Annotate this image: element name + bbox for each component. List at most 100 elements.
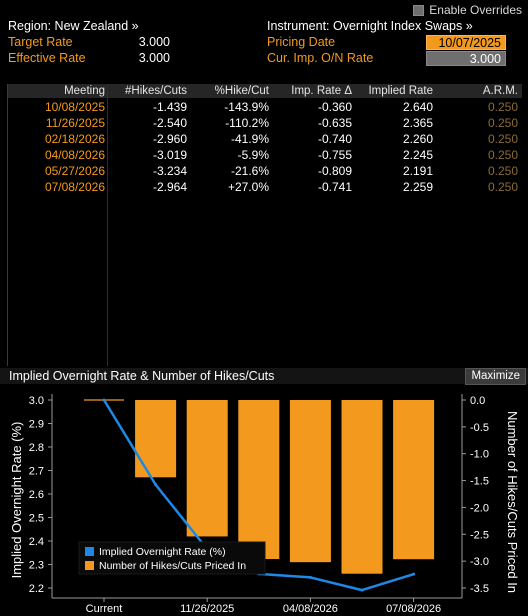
table-row[interactable]: 02/18/2026 -2.960 -41.9% -0.740 2.260 0.… [8,131,522,147]
bar-hikes-cuts[interactable] [135,400,177,478]
y2-tick-label: -3.0 [470,556,489,568]
instrument-selector[interactable]: Instrument: Overnight Index Swaps » [267,19,473,33]
cell-imp-rate-delta: -0.755 [317,148,352,162]
cell-pct-hike-cut: +27.0% [227,180,269,194]
legend-swatch-rate [85,547,94,556]
cell-meeting: 07/08/2026 [44,180,105,194]
maximize-button[interactable]: Maximize [465,368,526,385]
col-header-pct-hike-cut[interactable]: %Hike/Cut [214,85,269,97]
cell-hikes-cuts: -2.964 [152,180,187,194]
cell-hikes-cuts: -3.019 [152,148,187,162]
cell-imp-rate-delta: -0.741 [317,180,352,194]
y2-tick-label: 0.0 [470,395,485,407]
cell-arm: 0.250 [487,164,518,178]
legend-swatch-hikes [85,561,94,570]
cell-arm: 0.250 [487,132,518,146]
table-header: Meeting #Hikes/Cuts %Hike/Cut Imp. Rate … [8,84,522,98]
bar-hikes-cuts[interactable] [341,400,383,574]
region-selector[interactable]: Region: New Zealand » [8,19,139,33]
cell-arm: 0.250 [487,100,518,114]
y2-tick-label: -0.5 [470,422,489,434]
table-row[interactable]: 11/26/2025 -2.540 -110.2% -0.635 2.365 0… [8,115,522,131]
cell-implied-rate: 2.245 [402,148,433,162]
cell-pct-hike-cut: -143.9% [224,100,269,114]
y-tick-label: 2.8 [29,442,44,454]
cell-meeting: 05/27/2026 [44,164,105,178]
cell-meeting: 11/26/2025 [45,116,105,130]
col-header-arm[interactable]: A.R.M. [482,85,518,97]
y-tick-label: 2.4 [29,536,44,548]
pricing-date-field[interactable]: 10/07/2025 [426,35,506,50]
implied-rate-point[interactable] [412,572,416,576]
x-tick-label: 04/08/2026 [283,603,338,615]
cell-implied-rate: 2.260 [402,132,433,146]
cell-meeting: 10/08/2025 [44,100,105,114]
y2-tick-label: -2.0 [470,502,489,514]
cell-implied-rate: 2.365 [402,116,433,130]
cell-implied-rate: 2.640 [402,100,433,114]
target-rate-label: Target Rate [8,35,73,49]
enable-overrides-toggle[interactable]: Enable Overrides [413,3,522,17]
cell-hikes-cuts: -2.960 [152,132,187,146]
table-row[interactable]: 05/27/2026 -3.234 -21.6% -0.809 2.191 0.… [8,163,522,179]
cell-implied-rate: 2.191 [402,164,433,178]
x-tick-label: Current [86,603,123,615]
bar-hikes-cuts[interactable] [238,400,280,559]
y-tick-label: 3.0 [29,395,44,407]
y-tick-label: 2.3 [29,560,44,572]
cell-meeting: 04/08/2026 [44,148,105,162]
cell-imp-rate-delta: -0.809 [317,164,352,178]
effective-rate-label: Effective Rate [8,51,86,65]
y-tick-label: 2.5 [29,513,44,525]
cell-pct-hike-cut: -21.6% [230,164,269,178]
col-header-hikes-cuts[interactable]: #Hikes/Cuts [125,85,187,97]
chart-title: Implied Overnight Rate & Number of Hikes… [9,369,275,383]
y-tick-label: 2.9 [29,419,44,431]
x-tick-label: 07/08/2026 [386,603,441,615]
y2-tick-label: -1.0 [470,449,489,461]
cell-meeting: 02/18/2026 [44,132,105,146]
col-header-implied-rate[interactable]: Implied Rate [368,85,433,97]
cell-imp-rate-delta: -0.360 [317,100,352,114]
legend-box [78,541,266,575]
implied-rate-point[interactable] [102,398,106,402]
cell-arm: 0.250 [487,116,518,130]
cell-arm: 0.250 [487,148,518,162]
col-header-meeting[interactable]: Meeting [64,85,105,97]
bar-hikes-cuts[interactable] [186,400,228,537]
cell-hikes-cuts: -1.439 [152,100,187,114]
cell-pct-hike-cut: -5.9% [237,148,269,162]
implied-rate-point[interactable] [360,588,364,592]
y-tick-label: 2.6 [29,489,44,501]
enable-overrides-label: Enable Overrides [429,3,522,17]
cell-arm: 0.250 [487,180,518,194]
column-divider [107,84,108,366]
implied-rate-point[interactable] [154,483,158,487]
cell-imp-rate-delta: -0.740 [317,132,352,146]
implied-rate-chart: 3.0 2.9 2.8 2.7 2.6 2.5 2.4 2.3 2.2 0.0 -0.5 -1.0 -1… [9,394,520,615]
table-row[interactable]: 04/08/2026 -3.019 -5.9% -0.755 2.245 0.2… [8,147,522,163]
checkbox-icon[interactable] [413,4,425,16]
cell-hikes-cuts: -2.540 [152,116,187,130]
cell-implied-rate: 2.259 [402,180,433,194]
legend-label-rate: Implied Overnight Rate (%) [99,546,226,558]
col-header-imp-rate-delta[interactable]: Imp. Rate Δ [291,85,352,97]
y-tick-label: 2.7 [29,466,44,478]
cur-imp-rate-label: Cur. Imp. O/N Rate [267,51,374,65]
bar-hikes-cuts[interactable] [393,400,435,560]
y2-tick-label: -3.5 [470,583,489,595]
chart-titlebar [0,368,528,384]
table-row[interactable]: 10/08/2025 -1.439 -143.9% -0.360 2.640 0… [8,99,522,115]
y-axis-title: Implied Overnight Rate (%) [9,422,24,579]
header-panel: Enable Overrides Region: New Zealand » I… [0,0,528,84]
cell-imp-rate-delta: -0.635 [317,116,352,130]
y-tick-label: 2.2 [29,583,44,595]
cell-pct-hike-cut: -41.9% [230,132,269,146]
cur-imp-rate-field[interactable]: 3.000 [426,51,506,66]
implied-rate-point[interactable] [308,575,312,579]
legend-label-hikes: Number of Hikes/Cuts Priced In [99,560,246,572]
table-row[interactable]: 07/08/2026 -2.964 +27.0% -0.741 2.259 0.… [8,179,522,195]
cell-hikes-cuts: -3.234 [152,164,187,178]
bar-hikes-cuts[interactable] [289,400,331,563]
target-rate-value: 3.000 [138,35,170,49]
